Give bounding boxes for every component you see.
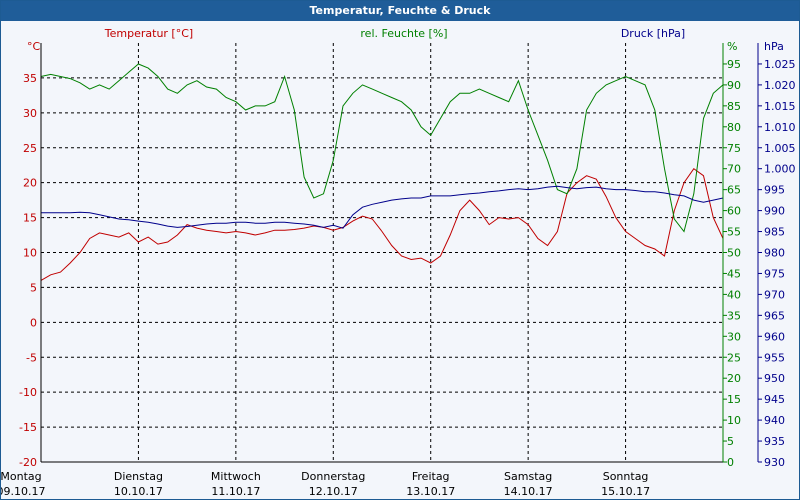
- humidity-tick-label: 45: [727, 267, 741, 280]
- pressure-tick-label: 980: [764, 247, 785, 260]
- day-label: Montag: [1, 470, 42, 483]
- chart: -20 -15 -10 -5 0 5 10 15 20 25 30 35 °C 0 5 10 15 20 25 30 3…: [1, 27, 796, 498]
- temperature-tick-label: 25: [23, 142, 37, 155]
- pressure-tick-label: 940: [764, 414, 785, 427]
- temperature-tick-label: -20: [19, 456, 37, 469]
- temperature-tick-label: 5: [30, 281, 37, 294]
- pressure-tick-label: 1.010: [764, 121, 796, 134]
- pressure-tick-label: 950: [764, 372, 785, 385]
- date-label: 10.10.17: [114, 485, 163, 498]
- temperature-tick-label: 0: [30, 316, 37, 329]
- pressure-tick-label: 1.000: [764, 163, 796, 176]
- humidity-tick-label: 15: [727, 393, 741, 406]
- humidity-tick-label: 65: [727, 184, 741, 197]
- humidity-tick-label: 35: [727, 309, 741, 322]
- humidity-tick-label: 90: [727, 79, 741, 92]
- pressure-tick-label: 985: [764, 226, 785, 239]
- humidity-tick-label: 80: [727, 121, 741, 134]
- pressure-tick-label: 970: [764, 288, 785, 301]
- pressure-tick-label: 1.015: [764, 100, 796, 113]
- day-label: Samstag: [504, 470, 552, 483]
- humidity-tick-label: 25: [727, 351, 741, 364]
- temperature-unit-label: °C: [27, 40, 41, 53]
- window-title: Temperatur, Feuchte & Druck: [1, 1, 799, 21]
- humidity-tick-label: 50: [727, 247, 741, 260]
- pressure-tick-label: 965: [764, 309, 785, 322]
- pressure-tick-label: 960: [764, 330, 785, 343]
- pressure-tick-label: 935: [764, 435, 785, 448]
- date-label: 14.10.17: [504, 485, 553, 498]
- series-line-temperature: [40, 167, 724, 281]
- series-line-humidity: [40, 63, 724, 233]
- humidity-tick-label: 75: [727, 142, 741, 155]
- humidity-tick-label: 40: [727, 288, 741, 301]
- humidity-tick-label: 10: [727, 414, 741, 427]
- pressure-tick-label: 930: [764, 456, 785, 469]
- humidity-axis-title: rel. Feuchte [%]: [360, 27, 447, 40]
- pressure-tick-label: 955: [764, 351, 785, 364]
- day-label: Sonntag: [603, 470, 649, 483]
- date-label: 12.10.17: [309, 485, 358, 498]
- humidity-tick-label: 20: [727, 372, 741, 385]
- date-label: 11.10.17: [211, 485, 260, 498]
- pressure-tick-label: 1.005: [764, 142, 796, 155]
- temperature-tick-label: 35: [23, 72, 37, 85]
- pressure-unit-label: hPa: [764, 40, 784, 53]
- day-label: Donnerstag: [301, 470, 365, 483]
- date-label: 15.10.17: [601, 485, 650, 498]
- humidity-tick-label: 85: [727, 100, 741, 113]
- humidity-tick-label: 95: [727, 58, 741, 71]
- date-label: 13.10.17: [406, 485, 455, 498]
- temperature-tick-label: -15: [19, 421, 37, 434]
- day-label: Dienstag: [114, 470, 163, 483]
- humidity-tick-label: 55: [727, 226, 741, 239]
- humidity-tick-label: 70: [727, 163, 741, 176]
- series-line-pressure: [41, 185, 724, 229]
- pressure-tick-label: 945: [764, 393, 785, 406]
- humidity-tick-label: 30: [727, 330, 741, 343]
- date-label: 09.10.17: [1, 485, 45, 498]
- pressure-axis-title: Druck [hPa]: [621, 27, 685, 40]
- pressure-tick-label: 990: [764, 205, 785, 218]
- humidity-tick-label: 0: [727, 456, 734, 469]
- humidity-tick-label: 60: [727, 205, 741, 218]
- humidity-unit-label: %: [727, 40, 737, 53]
- humidity-tick-label: 5: [727, 435, 734, 448]
- temperature-tick-label: 15: [23, 212, 37, 225]
- temperature-axis-title: Temperatur [°C]: [104, 27, 193, 40]
- pressure-tick-label: 975: [764, 267, 785, 280]
- day-label: Freitag: [412, 470, 450, 483]
- temperature-tick-label: 20: [23, 177, 37, 190]
- pressure-tick-label: 1.020: [764, 79, 796, 92]
- temperature-tick-label: -10: [19, 386, 37, 399]
- pressure-tick-label: 995: [764, 184, 785, 197]
- day-label: Mittwoch: [211, 470, 261, 483]
- temperature-tick-label: 30: [23, 107, 37, 120]
- temperature-tick-label: -5: [26, 351, 37, 364]
- temperature-tick-label: 10: [23, 247, 37, 260]
- pressure-tick-label: 1.025: [764, 58, 796, 71]
